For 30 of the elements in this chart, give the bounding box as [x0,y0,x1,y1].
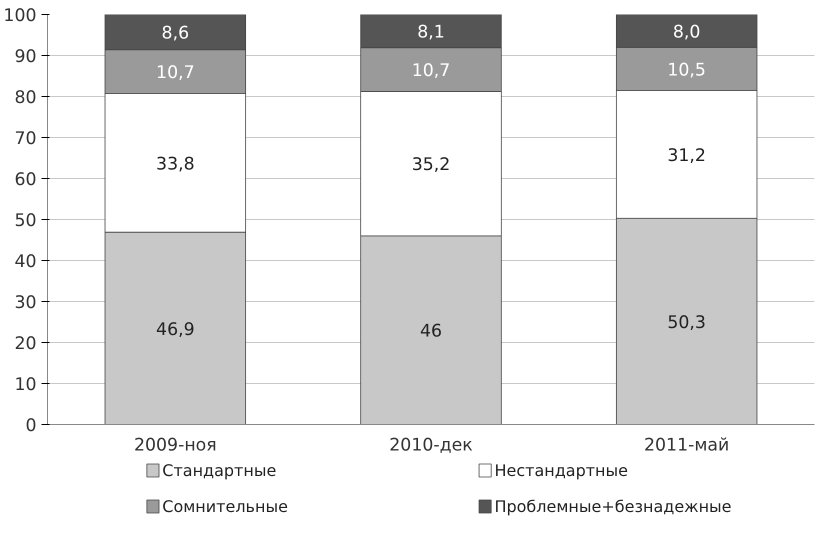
data-label: 10,5 [667,60,706,80]
y-tick-label: 50 [14,211,37,231]
data-label: 31,2 [667,146,706,166]
y-tick-label: 20 [14,334,37,354]
y-tick-label: 30 [14,293,37,313]
y-tick-label: 80 [14,88,37,108]
x-tick-label: 2010-дек [389,436,473,456]
x-tick-label: 2009-ноя [134,436,217,456]
data-label: 10,7 [412,61,450,82]
data-label: 8,0 [672,22,700,42]
data-label: 50,3 [667,312,706,333]
y-tick-label: 90 [14,47,37,67]
y-tick-label: 10 [14,375,37,395]
y-tick-label: 70 [14,129,37,149]
data-label: 8,1 [417,22,445,43]
y-tick-label: 60 [14,170,37,190]
data-label: 33,8 [156,154,195,174]
data-label: 8,6 [162,24,190,44]
legend-label: Проблемные+безнадежные [494,497,732,516]
legend-label: Стандартные [162,461,276,480]
legend-label: Нестандартные [494,461,628,480]
y-tick-label: 40 [14,252,37,272]
x-tick-label: 2011-май [644,436,730,456]
data-label: 46 [420,322,442,342]
data-label: 10,7 [156,63,195,84]
y-tick-label: 0 [25,416,37,436]
data-label: 35,2 [412,155,450,176]
y-tick-label: 100 [3,6,37,26]
data-label: 46,9 [156,320,195,340]
legend-label: Сомнительные [162,497,288,516]
